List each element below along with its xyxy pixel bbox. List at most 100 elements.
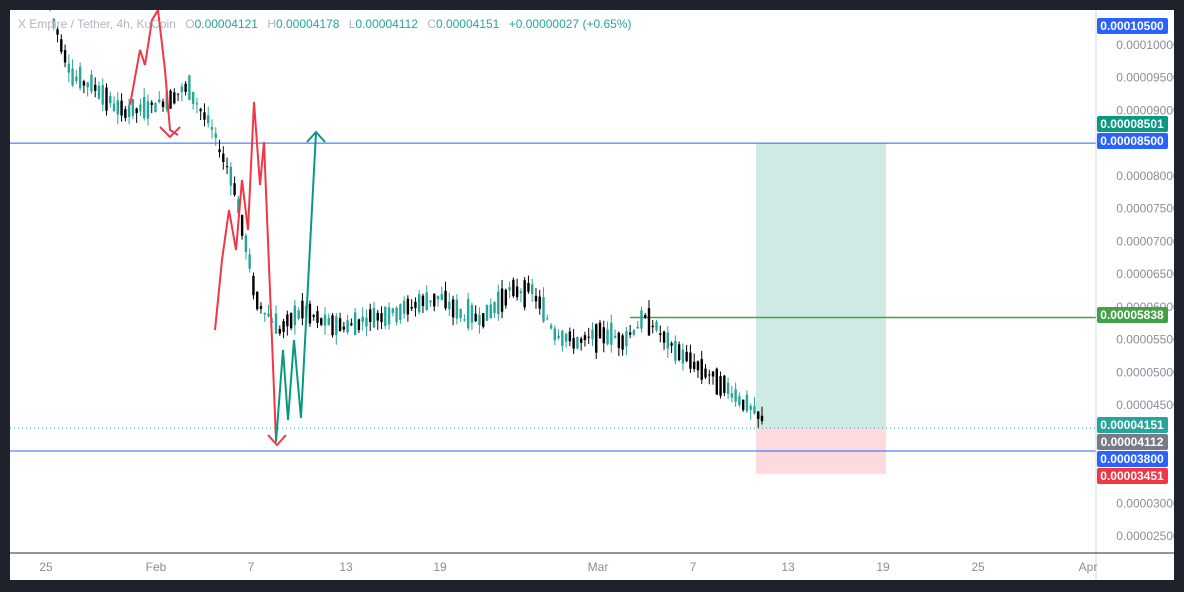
candle [127, 105, 131, 117]
candle [621, 335, 624, 350]
candle [685, 351, 688, 362]
candle [191, 92, 195, 104]
projection-layer [129, 10, 326, 447]
candle [444, 290, 447, 309]
candle [142, 96, 146, 119]
price-chart[interactable]: 0.00010000 0.00009500 0.00009000 0.00008000… [10, 10, 1174, 580]
candle [723, 375, 726, 393]
legend-low-value: 0.00004112 [355, 17, 418, 31]
price-badge [1097, 417, 1168, 433]
candle [644, 315, 647, 318]
chart-frame[interactable]: 0.00010000 0.00009500 0.00009000 0.00008000… [10, 10, 1174, 580]
y-tick-label: 0.00009000 [1116, 103, 1174, 117]
candle [173, 92, 176, 104]
candle [316, 311, 319, 323]
price-badge-label: 0.00004112 [1101, 435, 1164, 449]
candle [52, 18, 55, 22]
y-tick-label: 0.00010000 [1116, 38, 1174, 52]
candle [67, 63, 71, 73]
candle [651, 325, 654, 328]
axis-layer: 0.00010000 0.00009500 0.00009000 0.00008000… [10, 10, 1174, 580]
candle [387, 307, 391, 325]
candle [116, 100, 120, 115]
x-tick-label: 25 [39, 560, 53, 574]
lines-layer [10, 142, 1096, 452]
candle [689, 352, 692, 369]
candle [188, 75, 191, 100]
candle [112, 103, 116, 111]
candle [745, 394, 749, 412]
candle [60, 39, 63, 52]
candle [591, 329, 594, 340]
candle [244, 235, 248, 253]
candle [180, 86, 184, 92]
price-badge-label: 0.00005838 [1100, 308, 1164, 322]
candle [561, 330, 564, 346]
candle [564, 333, 568, 342]
candle [289, 313, 293, 329]
candle [184, 83, 187, 92]
candle [372, 307, 376, 328]
candle [500, 288, 504, 312]
price-badge [1097, 468, 1168, 484]
candle [90, 74, 93, 92]
candle [568, 331, 572, 342]
candle [549, 325, 553, 329]
legend-high-value: 0.00004178 [275, 17, 340, 31]
candle [719, 376, 722, 396]
candle [259, 306, 263, 309]
price-badge [1097, 307, 1168, 323]
candle [553, 328, 557, 341]
x-tick-label: Feb [146, 560, 167, 574]
candle [610, 322, 613, 345]
candle [410, 306, 413, 309]
candle [478, 314, 481, 326]
candle [282, 321, 285, 332]
x-tick-label: 25 [971, 560, 985, 574]
candle [395, 307, 398, 323]
candle [380, 313, 383, 323]
candle [455, 299, 459, 319]
candle [109, 95, 112, 104]
x-tick-label: 19 [433, 560, 447, 574]
candle [391, 308, 395, 314]
candle [760, 415, 764, 422]
candle [595, 324, 598, 353]
price-badge-label: 0.00010500 [1100, 19, 1164, 33]
candle [158, 99, 161, 103]
candle [738, 396, 741, 406]
y-tick-label: 0.00005000 [1116, 365, 1174, 379]
candle [195, 103, 199, 105]
arrow-down-icon-2 [267, 434, 287, 447]
candle [640, 310, 643, 329]
candle [470, 304, 474, 323]
candle [176, 93, 180, 95]
candle [293, 305, 297, 326]
candle [602, 327, 605, 344]
candle [369, 309, 372, 322]
candle [161, 101, 165, 108]
candle [301, 300, 304, 319]
price-badge-label: 0.00003800 [1100, 452, 1164, 466]
candle [448, 301, 451, 310]
candle [146, 101, 150, 119]
candle [312, 315, 315, 317]
candle [700, 358, 703, 380]
x-tick-label: 13 [339, 560, 353, 574]
price-badge-label: 0.00003451 [1100, 469, 1164, 483]
candle [628, 332, 632, 335]
candle [71, 68, 74, 86]
candle [384, 306, 387, 326]
candle [240, 214, 244, 236]
candle [120, 100, 123, 116]
candle [515, 286, 519, 298]
candle [357, 319, 361, 331]
x-tick-label: 19 [876, 560, 890, 574]
candle [613, 335, 617, 338]
y-tick-label: 0.00009500 [1116, 71, 1174, 85]
candle [459, 309, 462, 318]
candle [753, 406, 756, 414]
candle [346, 320, 349, 333]
candle [286, 314, 289, 327]
projection-red [214, 101, 277, 441]
